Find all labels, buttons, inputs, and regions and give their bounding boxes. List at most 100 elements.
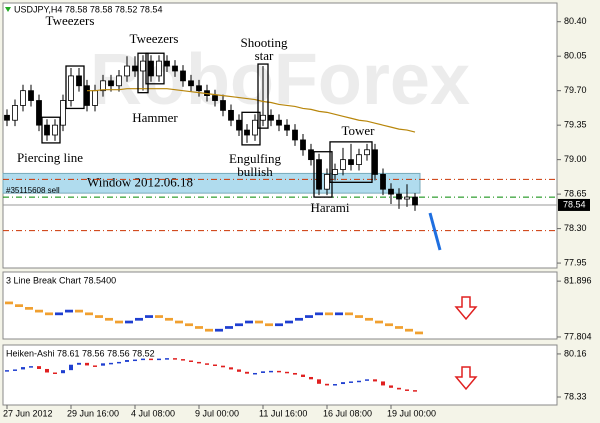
- candle-body: [188, 80, 194, 87]
- window-band: [2, 172, 421, 194]
- candle-body: [348, 159, 354, 165]
- pattern-label: Hammer: [132, 110, 178, 125]
- candle-body: [372, 149, 378, 175]
- ha-candle: [165, 358, 169, 360]
- y-tick-label: 79.00: [564, 154, 587, 164]
- ha-candle: [349, 381, 353, 383]
- candle-body: [60, 100, 66, 126]
- ha-candle: [5, 370, 9, 372]
- candle-body: [148, 60, 154, 77]
- ha-candle: [157, 358, 161, 361]
- candle-body: [244, 129, 250, 136]
- brick: [255, 320, 263, 324]
- brick: [345, 312, 353, 316]
- candle-body: [228, 109, 234, 121]
- ha-candle: [293, 372, 297, 375]
- ha-candle: [117, 361, 121, 364]
- pattern-label: Tower: [341, 123, 375, 138]
- layer: RoboForex Window 2012.06.18 #35115608 sell…: [2, 4, 592, 418]
- brick: [285, 320, 293, 324]
- candle-body: [140, 60, 146, 72]
- candle-body: [28, 90, 34, 101]
- pattern-box: [313, 151, 333, 198]
- candle-body: [172, 65, 178, 72]
- candle-body: [220, 100, 226, 111]
- brick: [215, 328, 223, 332]
- brick: [235, 323, 243, 327]
- candle-body: [68, 75, 74, 101]
- y-tick-label: 78.65: [564, 188, 587, 198]
- candle-body: [36, 100, 42, 126]
- y-tick-label: 80.05: [564, 51, 587, 61]
- candle-body: [132, 65, 138, 72]
- y-tick-label: 79.35: [564, 120, 587, 130]
- down-arrow: [454, 296, 478, 321]
- pattern-box: [329, 141, 373, 183]
- trend-arrow: [428, 212, 442, 251]
- ha-candle: [245, 371, 249, 374]
- ha-candle: [77, 362, 81, 365]
- ha-candle: [149, 358, 153, 361]
- candle-body: [388, 188, 394, 195]
- pattern-label: Harami: [311, 200, 350, 215]
- x-tick-label: 29 Jun 16:00: [67, 408, 119, 418]
- ha-candle: [61, 370, 65, 374]
- pattern-box: [137, 52, 149, 94]
- y-tick-label: 78.30: [564, 223, 587, 233]
- candle-body: [44, 124, 50, 136]
- ha-candle: [37, 366, 41, 369]
- brick: [405, 328, 413, 332]
- brick: [115, 320, 123, 324]
- pattern-label: Engulfing: [229, 151, 281, 166]
- pattern-label: Piercing line: [17, 150, 83, 165]
- ha-candle: [301, 374, 305, 377]
- watermark: RoboForex: [90, 40, 470, 120]
- brick: [265, 323, 273, 327]
- candle-body: [76, 75, 82, 87]
- brick: [65, 309, 73, 313]
- pattern-label: bullish: [237, 164, 273, 179]
- candle-body: [100, 80, 106, 92]
- candle-body: [268, 114, 274, 121]
- pattern-label: Shooting: [241, 35, 288, 50]
- ha-candle: [133, 359, 137, 362]
- brick: [145, 315, 153, 318]
- candle-body: [276, 119, 282, 126]
- brick: [175, 320, 183, 324]
- candle-body: [180, 70, 186, 82]
- candle-body: [340, 159, 346, 170]
- price-tag: [558, 198, 590, 211]
- panel-title: 3 Line Break Chart 78.5400: [6, 275, 116, 285]
- brick: [335, 312, 343, 316]
- ha-candle: [109, 362, 113, 365]
- ha-candle: [189, 360, 193, 362]
- ha-candle: [13, 369, 17, 371]
- ha-candle: [381, 381, 385, 386]
- candle-body: [196, 85, 202, 92]
- level-label: #35115608 sell: [6, 186, 60, 195]
- ha-candle: [173, 358, 177, 360]
- brick: [415, 331, 423, 335]
- linebreak-panel: [2, 271, 558, 340]
- y-tick-label: 79.70: [564, 85, 587, 95]
- ha-candle: [21, 367, 25, 370]
- candle-body: [260, 114, 266, 121]
- candle-body: [324, 174, 330, 190]
- candle-body: [52, 124, 58, 136]
- brick: [295, 317, 303, 321]
- ha-candle: [357, 380, 361, 383]
- ha-candle: [333, 384, 337, 386]
- candle-body: [108, 80, 114, 87]
- title-icon: [5, 7, 11, 12]
- down-arrow: [454, 366, 478, 391]
- candle-body: [292, 129, 298, 141]
- brick: [275, 323, 283, 327]
- ha-candle: [45, 368, 49, 373]
- ha-candle: [389, 385, 393, 388]
- brick: [365, 317, 373, 321]
- candle-body: [396, 193, 402, 200]
- brick: [305, 315, 313, 318]
- candle-body: [316, 159, 322, 190]
